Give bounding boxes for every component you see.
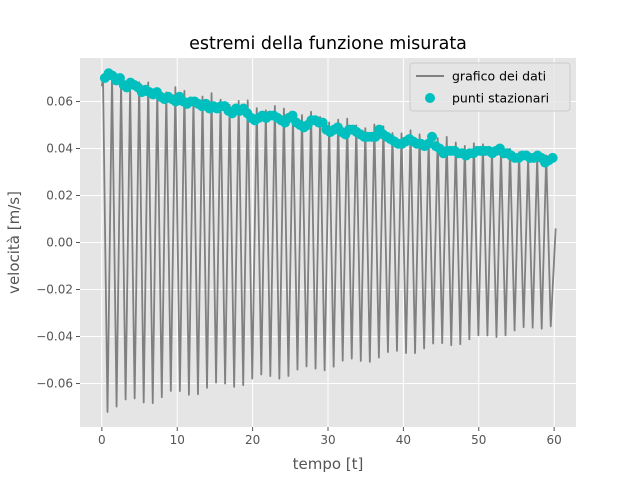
x-tick-label: 0 xyxy=(98,433,106,447)
x-tick-label: 30 xyxy=(320,433,335,447)
legend-label-stationary: punti stazionari xyxy=(452,91,549,106)
x-tick-label: 20 xyxy=(245,433,260,447)
series-line-data xyxy=(100,73,557,413)
legend-marker-swatch xyxy=(425,93,435,103)
legend-box xyxy=(409,62,571,112)
plot-series xyxy=(99,68,558,413)
chart-title: estremi della funzione misurata xyxy=(189,34,467,54)
y-tick-label: 0.06 xyxy=(46,94,73,108)
y-tick-label: −0.02 xyxy=(36,283,73,297)
x-axis-label: tempo [t] xyxy=(293,455,364,473)
stationary-point xyxy=(547,152,558,163)
y-tick-label: 0.02 xyxy=(46,188,73,202)
y-tick-label: −0.06 xyxy=(36,377,73,391)
x-tick-label: 10 xyxy=(170,433,185,447)
x-tick-label: 60 xyxy=(546,433,561,447)
y-axis-ticks: −0.06 −0.04 −0.02 0.00 0.02 0.04 0.06 xyxy=(36,94,80,391)
y-tick-label: 0.04 xyxy=(46,141,73,155)
y-axis-label: velocità [m/s] xyxy=(5,191,23,294)
y-tick-label: 0.00 xyxy=(46,236,73,250)
y-tick-label: −0.04 xyxy=(36,330,73,344)
x-tick-label: 50 xyxy=(471,433,486,447)
legend: grafico dei dati punti stazionari xyxy=(409,62,571,112)
stationary-point xyxy=(427,131,438,142)
legend-label-data: grafico dei dati xyxy=(452,69,546,84)
x-tick-label: 40 xyxy=(396,433,411,447)
x-axis-ticks: 0 10 20 30 40 50 60 xyxy=(98,427,562,447)
